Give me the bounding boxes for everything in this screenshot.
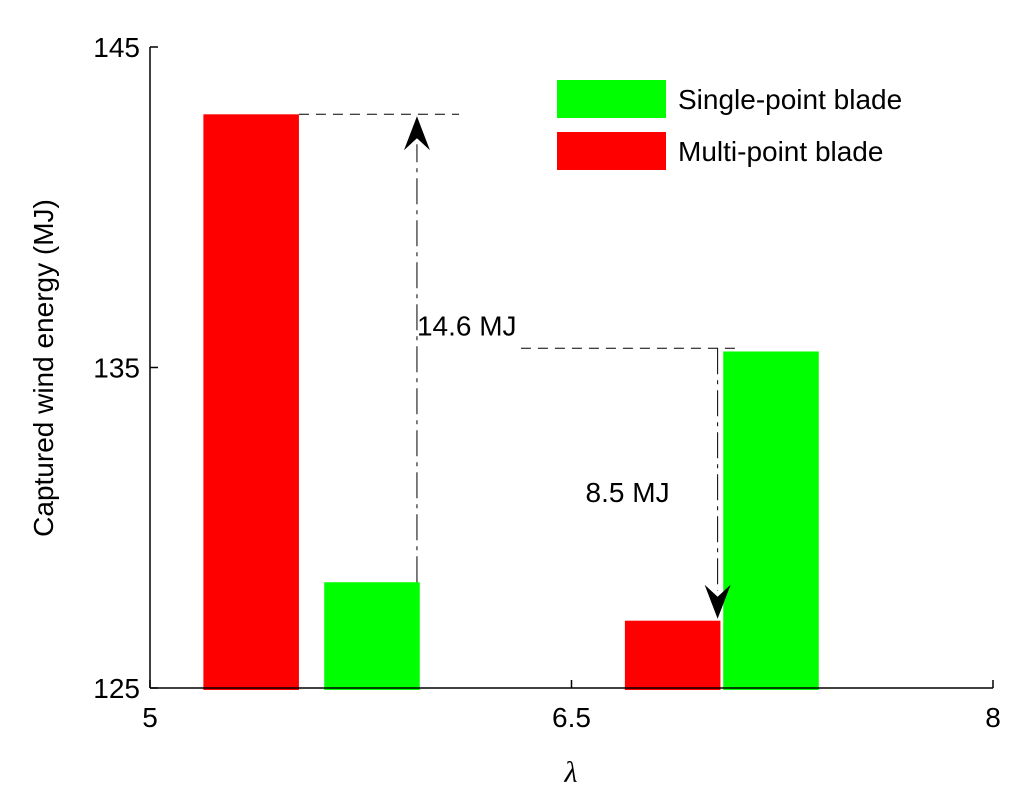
x-tick-label: 6.5 xyxy=(552,702,591,733)
bars-group xyxy=(203,114,819,691)
annotations-group: 14.6 MJ 8.5 MJ xyxy=(298,113,741,619)
ticks-group: 5 6.5 8 125 135 145 xyxy=(93,32,1001,733)
annotation-label-0: 14.6 MJ xyxy=(417,310,517,341)
x-tick-label: 5 xyxy=(142,702,158,733)
x-tick-label: 8 xyxy=(985,702,1001,733)
legend-swatch-0 xyxy=(557,80,666,118)
bar-multi-1 xyxy=(624,620,721,690)
y-tick-label: 145 xyxy=(93,32,140,63)
arrowhead-1 xyxy=(704,584,731,619)
legend-label-0: Single-point blade xyxy=(678,84,902,115)
legend-swatch-1 xyxy=(557,132,666,170)
annotation-label-1: 8.5 MJ xyxy=(586,477,670,508)
legend-label-1: Multi-point blade xyxy=(678,136,883,167)
y-tick-label: 135 xyxy=(93,353,140,384)
bar-single-1 xyxy=(723,351,819,690)
bar-multi-0 xyxy=(203,114,299,691)
x-axis-title: λ xyxy=(564,756,578,789)
y-tick-label: 125 xyxy=(93,673,140,704)
arrowhead-0 xyxy=(403,116,430,151)
legend: Single-point blade Multi-point blade xyxy=(557,80,902,170)
y-axis-title: Captured wind energy (MJ) xyxy=(28,199,59,537)
bar-single-0 xyxy=(324,582,420,690)
